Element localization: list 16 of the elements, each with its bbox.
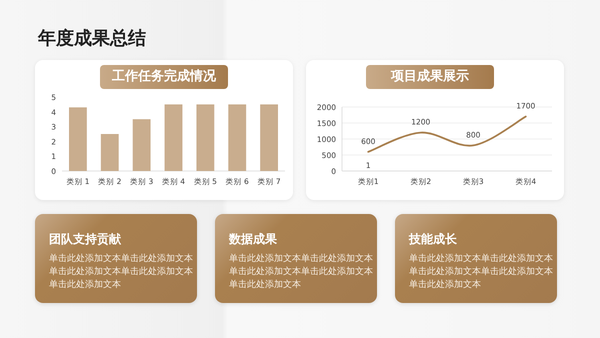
- chart-title: 工作任务完成情况: [100, 65, 228, 89]
- text: 单击此处添加文本单击此处添加文本单击此处添加文本单击此处添加文本单击此处添加文本: [229, 252, 374, 291]
- text: 数据成果: [229, 231, 277, 248]
- bar: [132, 119, 151, 171]
- text: 单击此处添加文本单击此处添加文本单击此处添加文本单击此处添加文本单击此处添加文本: [409, 252, 554, 291]
- bar: [228, 104, 246, 171]
- bar: [100, 134, 119, 171]
- text: 技能成长: [409, 231, 457, 248]
- text: 团队支持贡献: [49, 231, 121, 248]
- bar: [69, 107, 87, 171]
- text: 单击此处添加文本单击此处添加文本单击此处添加文本单击此处添加文本单击此处添加文本: [49, 252, 194, 291]
- bar: [196, 104, 214, 171]
- bar: [164, 104, 182, 171]
- bar: [260, 104, 278, 171]
- text: 年度成果总结: [38, 27, 146, 50]
- chart-title: 项目成果展示: [366, 65, 494, 89]
